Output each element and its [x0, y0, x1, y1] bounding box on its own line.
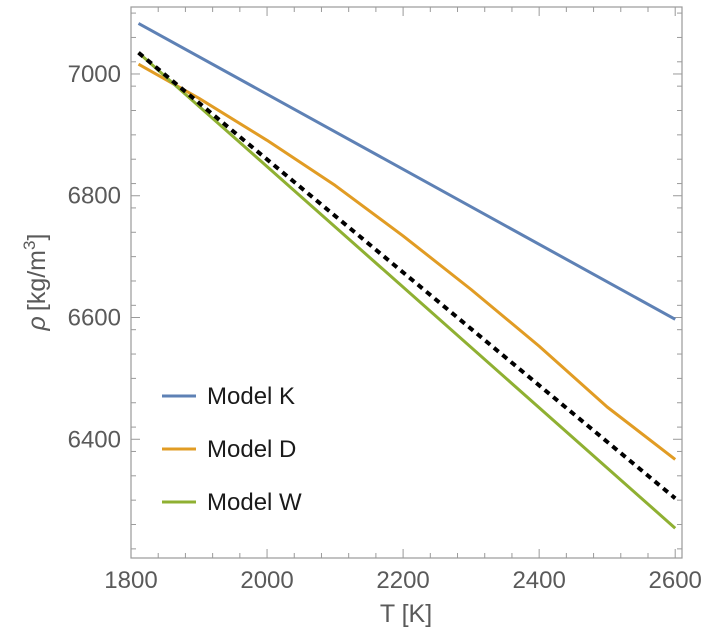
y-axis-exponent: 3	[20, 241, 39, 250]
y-axis-label: ρ [kg/m3]	[20, 234, 51, 332]
series-line-model-d	[137, 62, 677, 461]
y-tick-label: 6800	[68, 183, 121, 210]
y-axis-unit-close: ]	[23, 234, 51, 241]
y-tick-label: 6600	[68, 305, 121, 332]
tick-labels: 1800 2000 2200 2400 2600 6400 6600 6800 7000	[68, 61, 702, 594]
legend-label: Model K	[207, 383, 295, 410]
series-lines	[137, 22, 677, 530]
x-tick-label: 2000	[240, 567, 293, 594]
x-tick-label: 2200	[376, 567, 429, 594]
x-tick-label: 1800	[104, 567, 157, 594]
legend-label: Model W	[207, 489, 302, 516]
y-tick-label: 6400	[68, 426, 121, 453]
legend: Model K Model D Model W	[162, 383, 302, 516]
series-line-model-w	[137, 51, 677, 530]
plot-frame	[130, 6, 683, 559]
axis-ticks	[130, 7, 682, 558]
x-tick-label: 2600	[649, 567, 702, 594]
series-line-model-k	[137, 22, 676, 321]
y-axis-symbol: ρ	[23, 316, 51, 331]
y-tick-label: 7000	[68, 61, 121, 88]
x-tick-label: 2400	[512, 567, 565, 594]
y-axis-unit: [kg/m	[23, 250, 51, 311]
legend-label: Model D	[207, 436, 296, 463]
x-axis-label: T [K]	[380, 600, 432, 628]
